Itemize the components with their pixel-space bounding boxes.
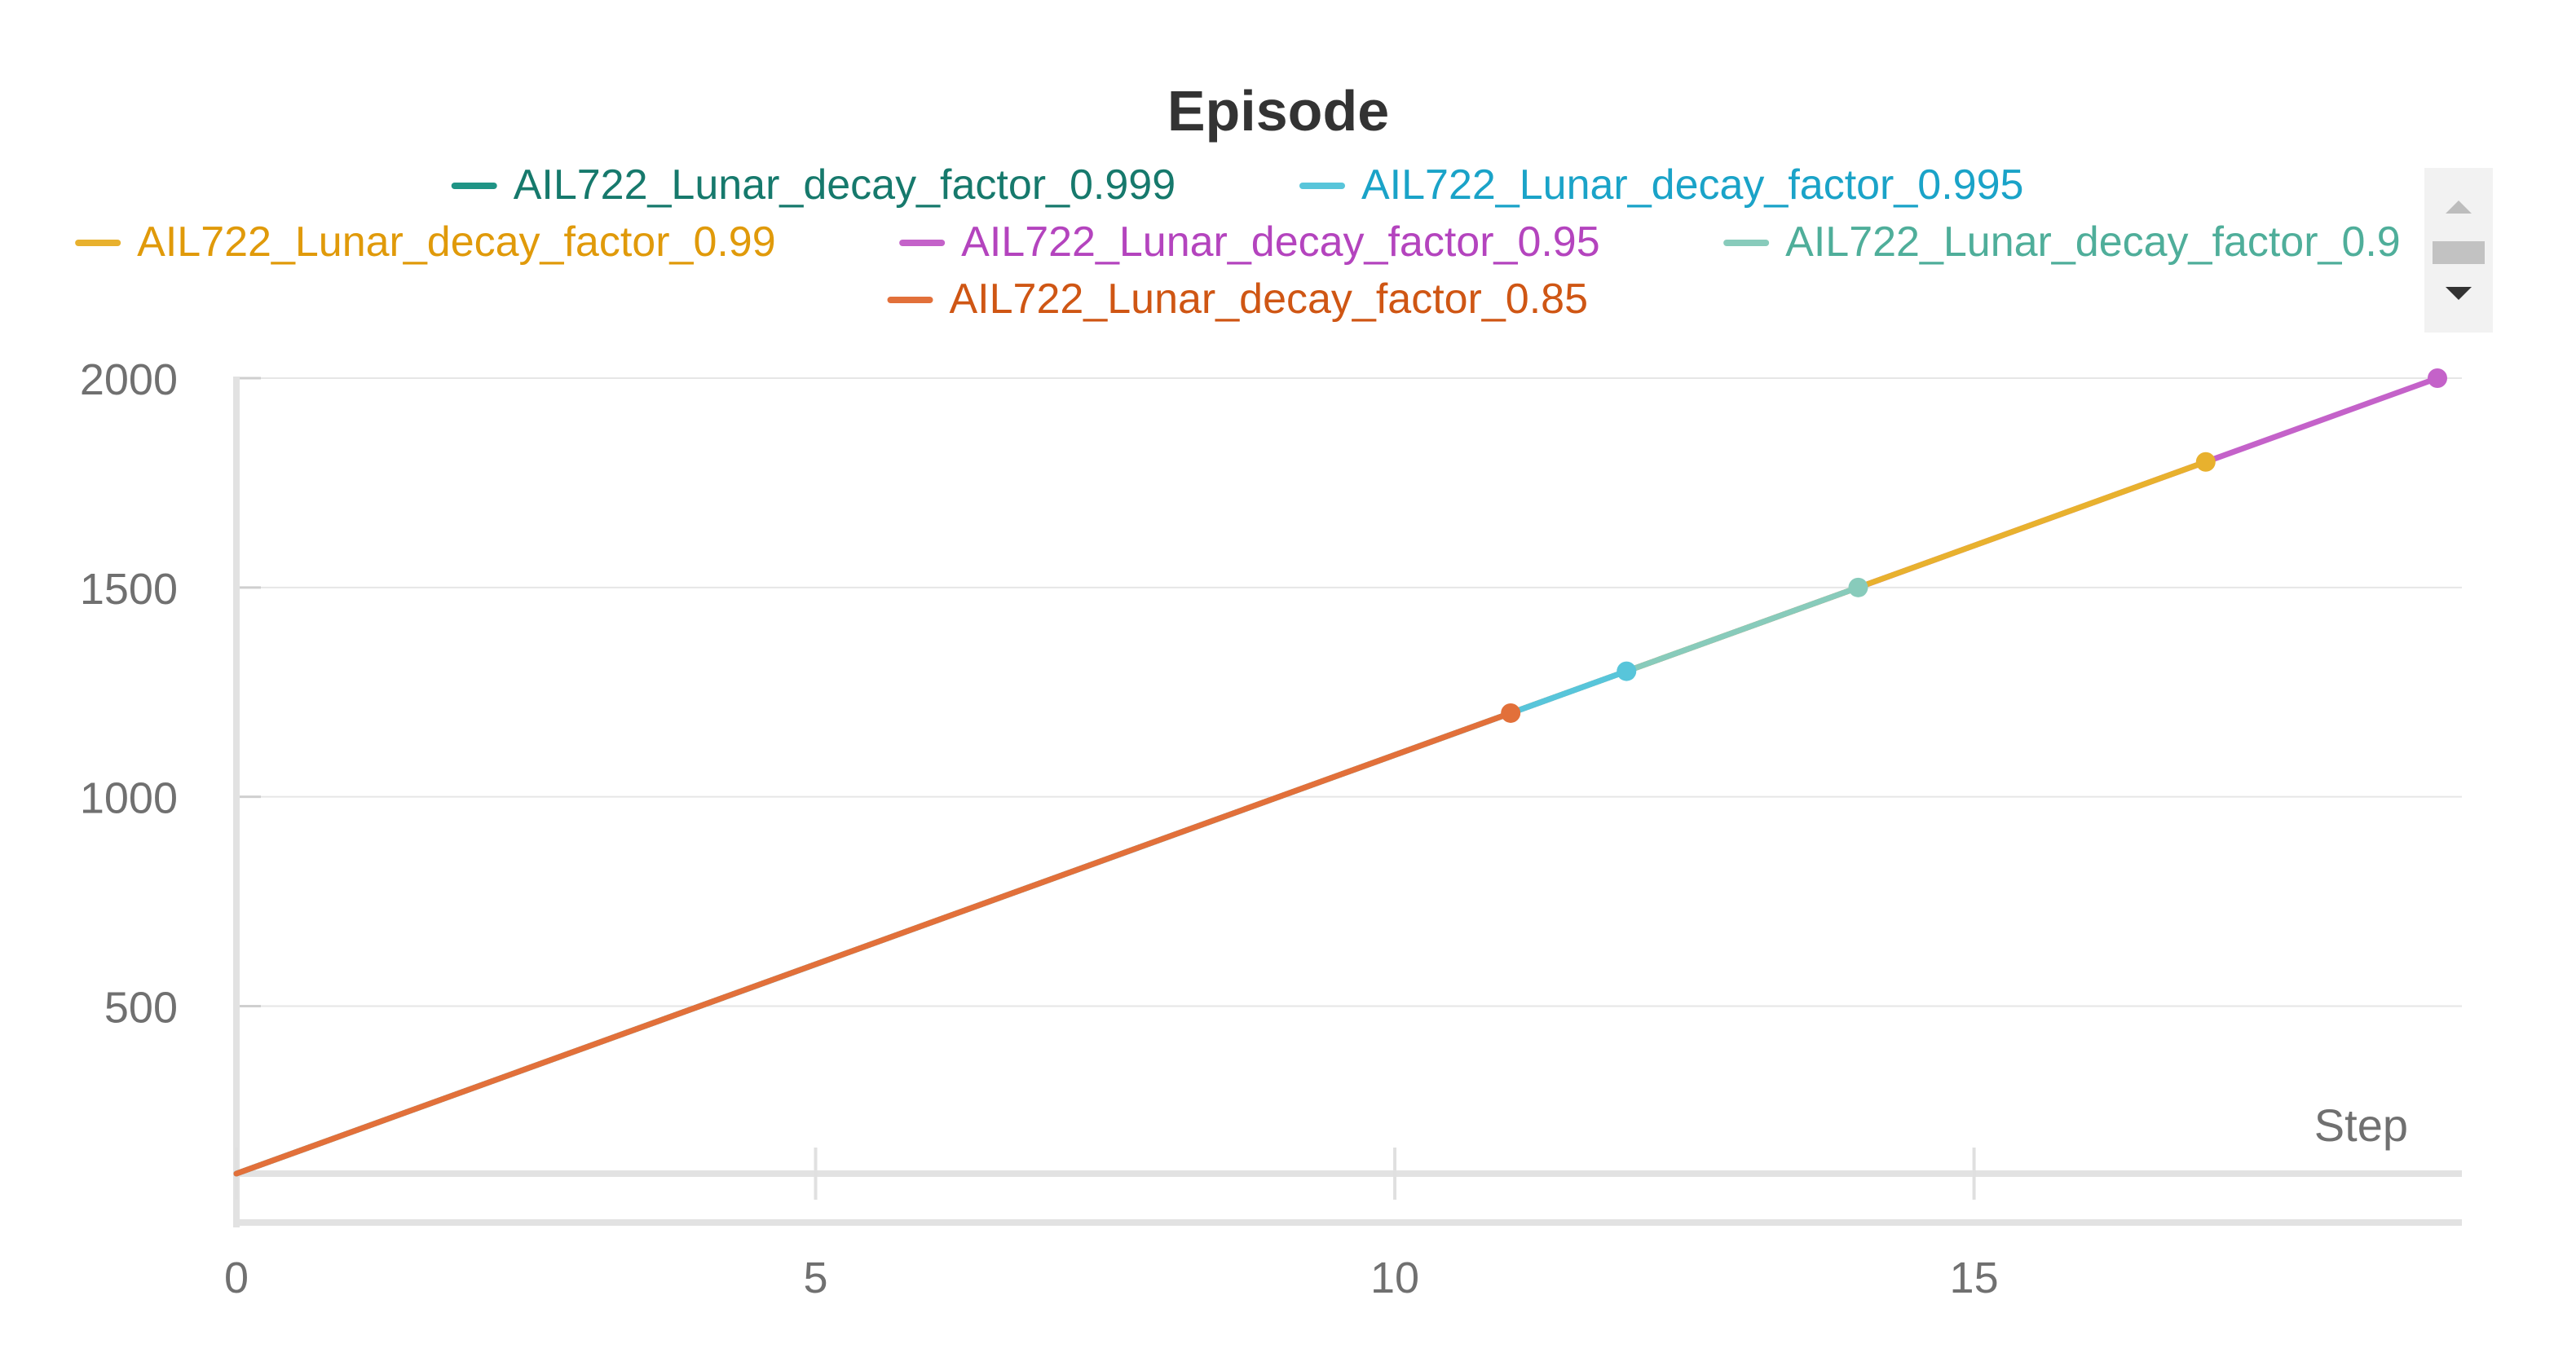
legend-label: AIL722_Lunar_decay_factor_0.995 — [1361, 161, 2023, 209]
legend-label: AIL722_Lunar_decay_factor_0.99 — [137, 218, 776, 266]
legend-item[interactable]: AIL722_Lunar_decay_factor_0.999 — [451, 161, 1176, 209]
legend-item[interactable]: AIL722_Lunar_decay_factor_0.85 — [887, 275, 1589, 323]
x-tick-label: 10 — [1370, 1253, 1419, 1302]
legend: AIL722_Lunar_decay_factor_0.999 AIL722_Lu… — [75, 161, 2401, 323]
y-tick-label: 1500 — [80, 565, 178, 614]
series-endpoints — [1501, 368, 2447, 723]
legend-item[interactable]: AIL722_Lunar_decay_factor_0.9 — [1723, 218, 2401, 266]
series-lines — [233, 375, 2441, 1177]
series-end-point[interactable] — [1617, 661, 1637, 681]
legend-item[interactable]: AIL722_Lunar_decay_factor_0.95 — [899, 218, 1600, 266]
legend-label: AIL722_Lunar_decay_factor_0.85 — [950, 275, 1589, 323]
y-axis-ticks: 500 1000 1500 2000 — [80, 355, 178, 1033]
x-tick-label: 15 — [1950, 1253, 1999, 1302]
x-tick-label: 5 — [804, 1253, 828, 1302]
series-end-point[interactable] — [2195, 452, 2216, 472]
legend-item[interactable]: AIL722_Lunar_decay_factor_0.995 — [1299, 161, 2023, 209]
legend-scroll-control[interactable] — [2424, 168, 2493, 333]
legend-label: AIL722_Lunar_decay_factor_0.95 — [961, 218, 1600, 266]
series-end-point[interactable] — [1848, 577, 1868, 597]
y-tick-label: 500 — [104, 984, 178, 1033]
legend-label: AIL722_Lunar_decay_factor_0.999 — [514, 161, 1176, 209]
grid-lines — [233, 377, 2462, 1227]
triangle-up-icon[interactable] — [2446, 200, 2472, 214]
x-axis-label: Step — [2314, 1099, 2408, 1151]
legend-label: AIL722_Lunar_decay_factor_0.9 — [1785, 218, 2401, 266]
series-line — [233, 710, 1514, 1177]
chart-title: Episode — [1167, 79, 1389, 143]
y-tick-label: 1000 — [80, 774, 178, 823]
legend-item[interactable]: AIL722_Lunar_decay_factor_0.99 — [75, 218, 776, 266]
x-axis: 0 5 10 15 — [224, 1148, 2462, 1302]
y-tick-label: 2000 — [80, 355, 178, 404]
series-end-point[interactable] — [2428, 368, 2447, 388]
legend-scroll-thumb[interactable] — [2433, 241, 2485, 264]
x-tick-label: 0 — [224, 1253, 249, 1302]
series-end-point[interactable] — [1501, 703, 1521, 723]
triangle-down-icon[interactable] — [2446, 287, 2472, 300]
